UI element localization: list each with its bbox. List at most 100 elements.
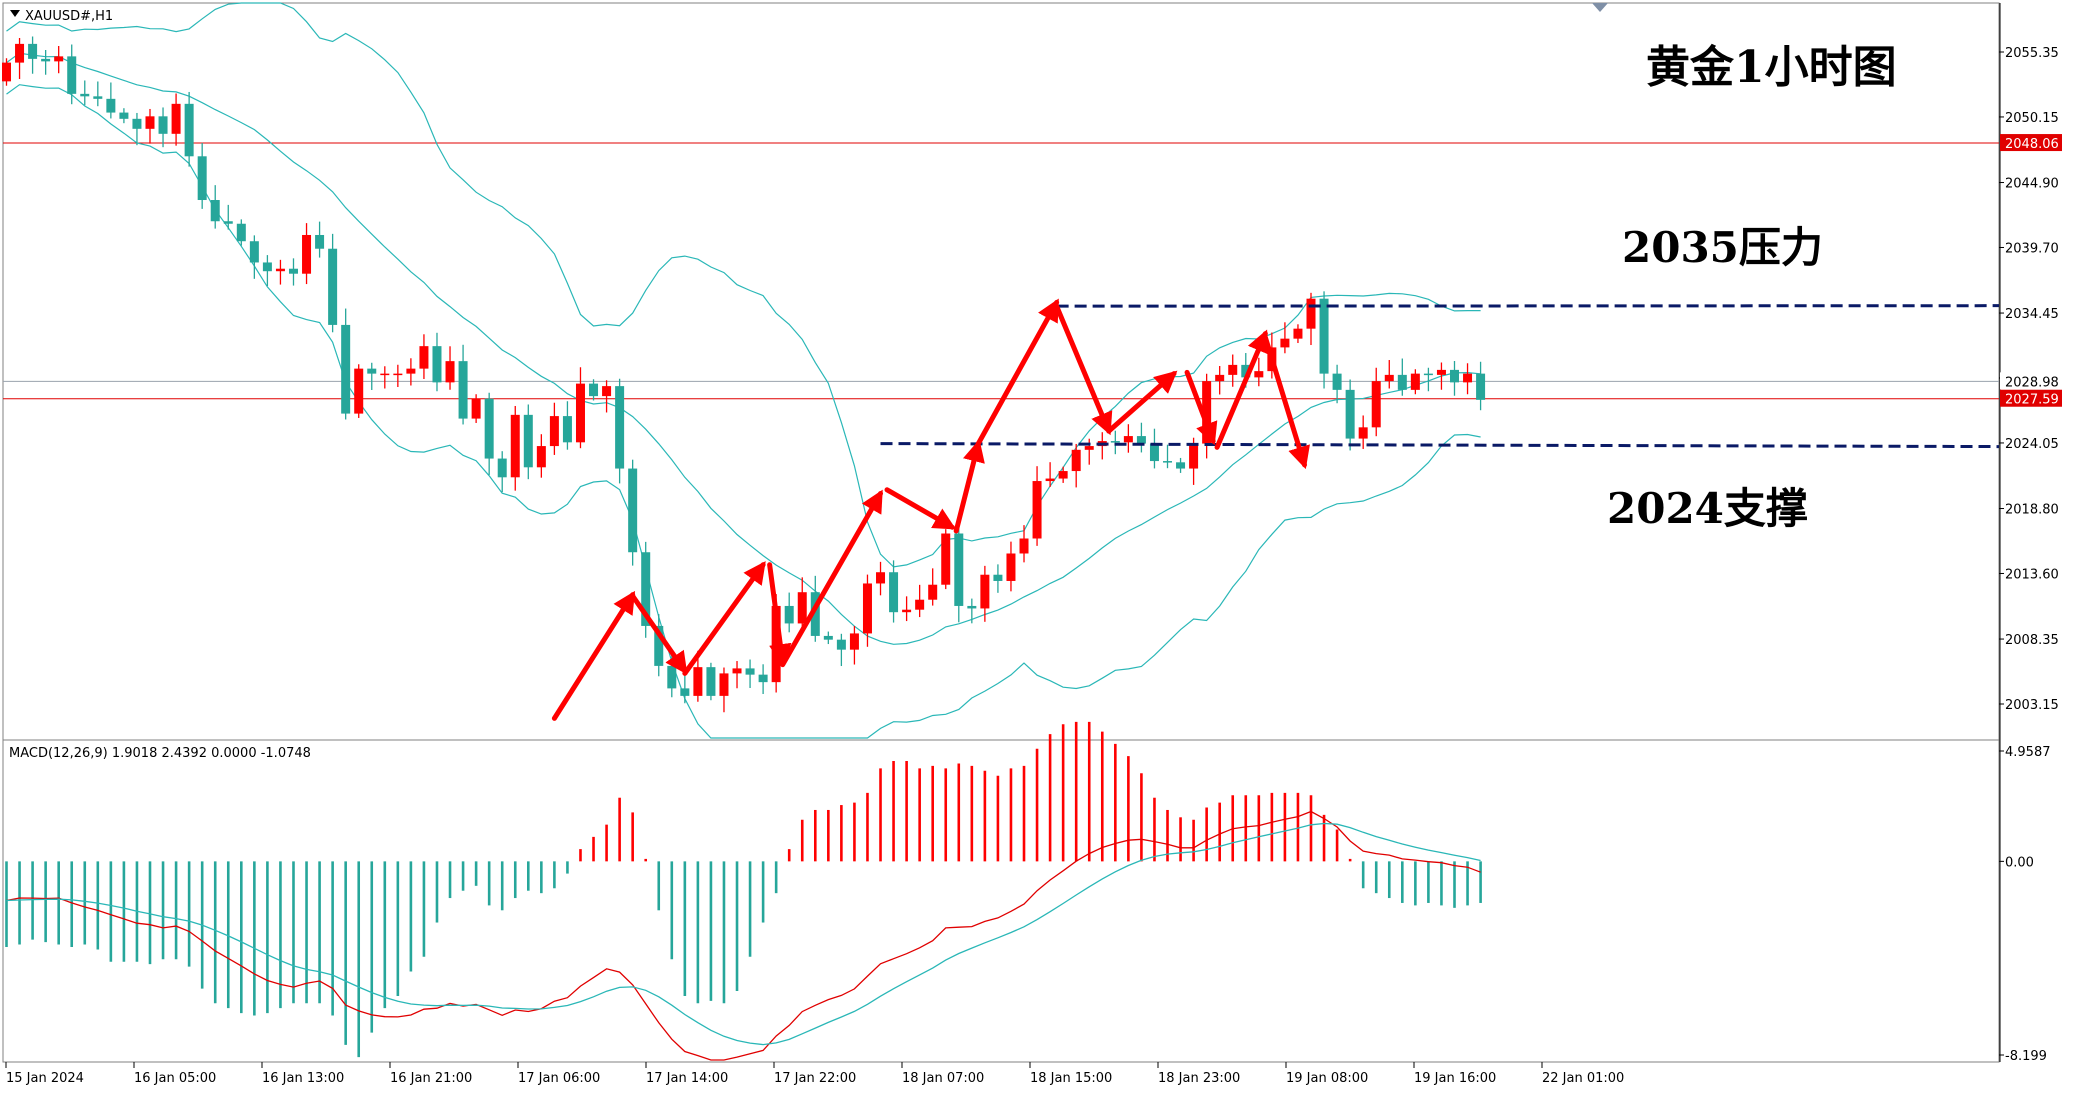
candle-body xyxy=(706,667,716,696)
annotation-title: 黄金1小时图 xyxy=(1646,42,1897,93)
candle-body xyxy=(693,667,703,696)
candle-body xyxy=(458,361,468,419)
candle-body xyxy=(1032,481,1042,539)
time-axis: 15 Jan 2024 16 Jan 05:00 16 Jan 13:00 16 Ja… xyxy=(5,1062,1624,1086)
candle-body xyxy=(223,221,233,224)
candle-body xyxy=(445,361,455,383)
candle-body xyxy=(119,112,129,119)
trend-arrow xyxy=(630,593,688,675)
candle-body xyxy=(1019,538,1029,554)
candle-body xyxy=(432,346,442,383)
x-tick-label: 16 Jan 13:00 xyxy=(262,1071,344,1086)
x-tick-label: 17 Jan 22:00 xyxy=(774,1071,856,1086)
candle-body xyxy=(275,268,285,272)
candle-body xyxy=(236,223,246,242)
band-lower xyxy=(6,84,1481,739)
candle-body xyxy=(1345,389,1355,439)
candle-body xyxy=(993,574,1003,581)
price-tag xyxy=(2000,372,2062,390)
candles xyxy=(2,36,1486,713)
candle-body xyxy=(562,416,572,443)
candle-body xyxy=(158,116,168,134)
candle-body xyxy=(902,609,912,613)
y-tick-label: 2013.60 xyxy=(2005,567,2059,582)
candle-body xyxy=(732,668,742,674)
y-tick-label: 2044.90 xyxy=(2005,177,2059,192)
candle-body xyxy=(1189,443,1199,469)
band-middle xyxy=(6,52,1481,645)
x-tick-label: 18 Jan 07:00 xyxy=(902,1071,984,1086)
candle-body xyxy=(654,625,664,666)
candle-body xyxy=(758,674,768,683)
bollinger-bands xyxy=(6,2,1481,739)
candle-body xyxy=(1149,443,1159,462)
candle-body xyxy=(184,103,194,157)
trend-arrow xyxy=(953,439,985,534)
y-tick-label: 2034.45 xyxy=(2005,307,2059,322)
candle-body xyxy=(615,386,625,469)
candle-body xyxy=(145,116,155,129)
annotation-support: 2024支撑 xyxy=(1607,484,1808,533)
price-tag-label: 2027.59 xyxy=(2005,393,2059,408)
trend-arrow xyxy=(1054,303,1113,436)
candle-body xyxy=(1163,461,1173,463)
trend-drawings xyxy=(551,298,2000,721)
candle-body xyxy=(980,574,990,609)
candle-body xyxy=(1045,478,1055,482)
trend-arrow xyxy=(1214,329,1269,450)
candle-body xyxy=(1397,374,1407,390)
symbol-triangle-icon xyxy=(10,10,20,17)
candle-body xyxy=(1136,436,1146,444)
candle-body xyxy=(1423,373,1433,376)
candle-body xyxy=(1202,381,1212,444)
x-tick-label: 17 Jan 14:00 xyxy=(646,1071,728,1086)
candle-body xyxy=(2,62,11,82)
indicator-tick-label: 4.9587 xyxy=(2005,745,2051,760)
candle-body xyxy=(915,599,925,610)
candle-body xyxy=(80,93,90,97)
candle-body xyxy=(1436,369,1446,375)
candle-body xyxy=(1306,298,1316,329)
x-tick-label: 16 Jan 05:00 xyxy=(134,1071,216,1086)
candle-body xyxy=(28,43,38,59)
signal-line xyxy=(6,822,1481,1046)
candle-body xyxy=(1384,374,1394,382)
trend-arrow xyxy=(1184,369,1218,446)
candle-body xyxy=(419,346,429,369)
candle-body xyxy=(849,633,859,650)
candle-body xyxy=(1123,436,1133,443)
candle-body xyxy=(536,446,546,468)
candle-body xyxy=(1215,374,1225,382)
x-tick-label: 19 Jan 08:00 xyxy=(1286,1071,1368,1086)
candle-body xyxy=(1228,364,1238,375)
candle-body xyxy=(680,688,690,696)
price-tag xyxy=(2000,389,2062,407)
y-tick-label: 2055.35 xyxy=(2005,46,2059,61)
candle-body xyxy=(1241,364,1251,378)
indicator-panel-frame xyxy=(2,739,2000,1063)
candle-body xyxy=(67,56,77,94)
candle-body xyxy=(523,414,533,468)
candle-body xyxy=(797,592,807,624)
chart-shift-marker-icon[interactable] xyxy=(1592,3,1608,12)
candle-body xyxy=(171,103,181,134)
candle-body xyxy=(575,383,585,443)
annotation-resistance: 2035压力 xyxy=(1622,223,1823,272)
macd-line xyxy=(6,810,1481,1061)
trend-arrow xyxy=(1262,334,1310,470)
candle-body xyxy=(497,458,507,478)
candle-body xyxy=(197,156,207,201)
x-tick-label: 18 Jan 15:00 xyxy=(1030,1071,1112,1086)
resistance-line xyxy=(1056,304,2000,308)
candle-body xyxy=(1293,328,1303,339)
x-tick-label: 16 Jan 21:00 xyxy=(390,1071,472,1086)
candle-body xyxy=(249,241,259,263)
candle-body xyxy=(810,592,820,636)
trend-arrow xyxy=(682,561,766,676)
candle-body xyxy=(393,373,403,376)
x-tick-label: 19 Jan 16:00 xyxy=(1414,1071,1496,1086)
candle-body xyxy=(302,234,312,274)
candle-body xyxy=(1410,373,1420,390)
candle-body xyxy=(589,383,599,397)
